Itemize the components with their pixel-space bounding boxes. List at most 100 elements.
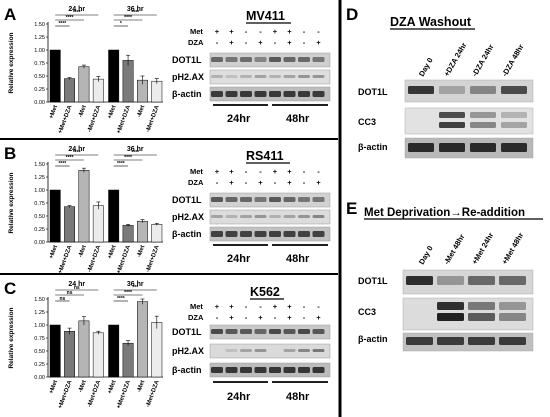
band: [283, 349, 296, 352]
band: [468, 276, 495, 285]
band: [283, 231, 296, 237]
bar: [151, 224, 163, 243]
row-label-bactin: β-actin: [172, 229, 202, 239]
lane-label-day0: Day 0: [417, 244, 435, 266]
met-sign: +: [215, 27, 220, 36]
row-label-dot1l: DOT1L: [358, 276, 388, 286]
band: [240, 57, 252, 62]
band: [225, 197, 238, 202]
met-sign: -: [245, 302, 248, 311]
met-sign: -: [259, 27, 262, 36]
time-header-36: 36 hr: [127, 146, 144, 153]
band: [269, 329, 281, 334]
y-tick-label: 1.00: [34, 323, 45, 329]
band: [254, 329, 267, 334]
band: [501, 122, 527, 128]
bar: [108, 324, 120, 378]
blot-bands: [211, 329, 325, 373]
y-tick-label: 0.75: [34, 201, 45, 207]
met-sign: -: [303, 302, 306, 311]
category-label: -Met+DZA: [87, 379, 102, 408]
sig-label: ****: [124, 15, 132, 21]
category-label: +Met+DZA: [58, 244, 74, 275]
panel-letter-b: B: [4, 144, 16, 163]
bar-chart-k562: Relative expression 0.00 0.25 0.50 0.75 1.00 1…: [8, 281, 163, 410]
band: [439, 86, 465, 94]
blot-strip-cc3: [404, 107, 534, 135]
band: [437, 313, 464, 321]
y-tick-label: 1.50: [34, 162, 45, 168]
y-tick-label: 1.25: [34, 310, 45, 316]
dza-sign: -: [245, 38, 248, 47]
category-label: +Met: [49, 245, 59, 260]
band: [254, 57, 267, 62]
bar: [137, 220, 148, 243]
band: [211, 75, 223, 78]
sig-label: ****: [117, 296, 125, 302]
bar: [122, 342, 134, 378]
blot-strip-bactin: [404, 137, 534, 159]
band: [240, 75, 252, 78]
band: [312, 329, 325, 334]
lane-label-dza24: +DZA 24hr: [442, 41, 469, 78]
met-sign: -: [317, 167, 320, 176]
band: [312, 75, 325, 78]
dza-label: DZA: [188, 38, 204, 47]
dza-sign: -: [245, 313, 248, 322]
panel-e-title: Met Deprivation→Re-addition: [364, 207, 525, 219]
y-tick-label: 0.00: [34, 375, 45, 381]
band: [312, 197, 325, 202]
dza-sign: +: [316, 178, 321, 187]
y-tick-label: 0.00: [34, 240, 45, 246]
met-sign: +: [287, 167, 292, 176]
category-label: +Met: [49, 105, 59, 120]
band: [269, 231, 281, 237]
sig-label: ****: [73, 10, 81, 16]
band: [470, 122, 496, 128]
band: [211, 231, 223, 237]
met-sign: -: [259, 302, 262, 311]
met-sign: +: [215, 167, 220, 176]
met-sign: -: [259, 167, 262, 176]
bar: [92, 332, 104, 378]
band: [225, 91, 238, 97]
blot-bands: [211, 57, 325, 97]
bar: [64, 78, 75, 103]
met-sign: -: [317, 27, 320, 36]
row-label-bactin: β-actin: [172, 89, 202, 99]
band: [240, 349, 252, 352]
band: [283, 329, 296, 334]
bar: [78, 66, 90, 103]
blot-mv411: MV411 Met DZA + - + + - - - + + - + + - - - + DOT1L pH2…: [172, 9, 331, 125]
band: [439, 122, 465, 128]
dza-sign: -: [303, 313, 306, 322]
y-tick-label: 0.00: [34, 100, 45, 106]
category-label: -Met+DZA: [145, 104, 160, 133]
bar: [122, 225, 134, 243]
category-label: +Met: [49, 380, 59, 395]
time-header-36: 36 hr: [127, 281, 144, 288]
panel-letter-c: C: [4, 279, 16, 298]
band: [501, 112, 527, 118]
y-tick-label: 0.75: [34, 336, 45, 342]
treatment-signs: + - + + - - - + + - + + - - - +: [215, 27, 322, 47]
band: [283, 75, 296, 78]
dza-sign: -: [303, 178, 306, 187]
band: [240, 329, 252, 334]
band: [283, 91, 296, 97]
y-tick-label: 0.50: [34, 214, 45, 220]
sig-label: ****: [66, 155, 74, 161]
blot-title-mv411: MV411: [246, 9, 285, 23]
row-label-ph2ax: pH2.AX: [172, 72, 204, 82]
blot-met-readdition: Met Deprivation→Re-addition Day 0 -Met 4…: [358, 207, 543, 352]
dza-sign: -: [274, 313, 277, 322]
band: [468, 313, 495, 321]
sig-label: ****: [124, 155, 132, 161]
band: [312, 91, 325, 97]
treatment-signs: + - + + - - - + + - + + - - - +: [215, 167, 322, 187]
y-tick-label: 1.25: [34, 175, 45, 181]
dza-label: DZA: [188, 178, 204, 187]
y-tick-label: 0.25: [34, 87, 45, 93]
band: [298, 231, 310, 237]
band: [254, 215, 267, 218]
